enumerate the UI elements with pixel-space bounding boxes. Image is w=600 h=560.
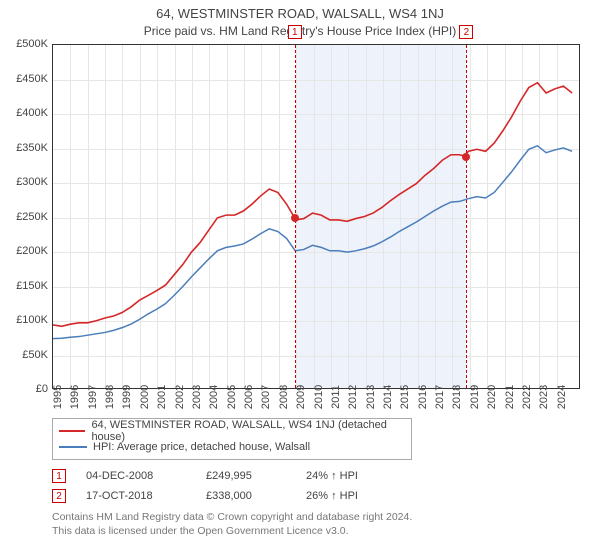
- y-tick-label: £150K: [10, 280, 48, 292]
- marker-box: 2: [459, 25, 473, 39]
- y-tick-label: £250K: [10, 211, 48, 223]
- legend-item-red: 64, WESTMINSTER ROAD, WALSALL, WS4 1NJ (…: [59, 423, 405, 439]
- legend-swatch-blue: [59, 446, 87, 448]
- sale-point: [462, 153, 470, 161]
- chart-area: £0 £50K £100K £150K £200K £250K £300K £350K £400…: [10, 44, 590, 414]
- footnote-line2: This data is licensed under the Open Gov…: [52, 525, 349, 537]
- y-tick-label: £400K: [10, 107, 48, 119]
- marker-box: 1: [288, 25, 302, 39]
- legend-swatch-red: [59, 430, 85, 432]
- y-tick-label: £450K: [10, 73, 48, 85]
- sale-price: £249,995: [206, 470, 306, 482]
- sale-row: 1 04-DEC-2008 £249,995 24% ↑ HPI: [52, 466, 580, 486]
- y-tick-label: £50K: [10, 349, 48, 361]
- legend-label-red: 64, WESTMINSTER ROAD, WALSALL, WS4 1NJ (…: [91, 419, 405, 443]
- y-tick-label: £200K: [10, 245, 48, 257]
- sale-marker-icon: 2: [52, 489, 66, 503]
- sale-hpi: 26% ↑ HPI: [306, 490, 406, 502]
- sale-marker-icon: 1: [52, 469, 66, 483]
- dashed-line: [466, 45, 467, 388]
- sale-date: 04-DEC-2008: [86, 470, 206, 482]
- sale-row: 2 17-OCT-2018 £338,000 26% ↑ HPI: [52, 486, 580, 506]
- y-tick-label: £500K: [10, 38, 48, 50]
- y-tick-label: £100K: [10, 314, 48, 326]
- footnote-line1: Contains HM Land Registry data © Crown c…: [52, 511, 412, 523]
- sale-hpi: 24% ↑ HPI: [306, 470, 406, 482]
- y-tick-label: £0: [10, 383, 48, 395]
- legend-label-blue: HPI: Average price, detached house, Wals…: [93, 441, 310, 453]
- legend: 64, WESTMINSTER ROAD, WALSALL, WS4 1NJ (…: [52, 418, 412, 460]
- chart-container: 64, WESTMINSTER ROAD, WALSALL, WS4 1NJ P…: [0, 0, 600, 560]
- x-tick-label: 2024: [556, 385, 578, 409]
- sale-date: 17-OCT-2018: [86, 490, 206, 502]
- sales-table: 1 04-DEC-2008 £249,995 24% ↑ HPI 2 17-OC…: [52, 466, 580, 506]
- line-series: [53, 45, 579, 388]
- sale-price: £338,000: [206, 490, 306, 502]
- footnote: Contains HM Land Registry data © Crown c…: [52, 510, 580, 538]
- y-tick-label: £300K: [10, 176, 48, 188]
- y-tick-label: £350K: [10, 142, 48, 154]
- chart-title: 64, WESTMINSTER ROAD, WALSALL, WS4 1NJ: [0, 0, 600, 21]
- sale-point: [291, 214, 299, 222]
- plot-region: 12: [52, 44, 580, 389]
